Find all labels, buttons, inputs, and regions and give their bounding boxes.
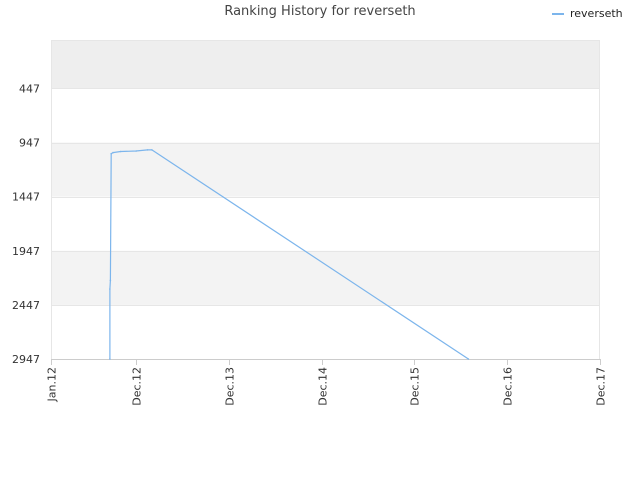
x-tick-label: Dec.17 [595, 367, 608, 406]
data-point [109, 279, 112, 282]
plot-band [51, 142, 600, 197]
data-point [119, 150, 122, 153]
legend-swatch [552, 12, 564, 15]
plot-band [51, 250, 600, 305]
series-line [109, 149, 469, 360]
y-tick-label: 447 [19, 82, 40, 95]
y-tick-label: 2447 [12, 299, 40, 312]
axes [51, 40, 601, 365]
y-tick-label: 2947 [12, 353, 40, 366]
data-point [109, 288, 111, 290]
legend-label: reverseth [570, 7, 623, 20]
legend[interactable]: reverseth [552, 7, 623, 20]
x-tick-label: Dec.14 [317, 367, 330, 406]
y-tick-label: 1447 [12, 191, 40, 204]
y-tick-labels: 447 947 1447 1947 2447 2947 [12, 82, 40, 366]
plot-band [51, 40, 600, 89]
x-tick-labels: Jan.12 Dec.12 Dec.13 Dec.14 Dec.15 Dec.16 Dec.… [46, 367, 608, 406]
plot-bands [51, 40, 600, 359]
data-point [112, 151, 114, 154]
y-tick-label: 1947 [12, 245, 40, 258]
data-point [146, 149, 149, 151]
data-point [135, 150, 137, 152]
series-layer [109, 149, 470, 360]
y-tick-label: 947 [19, 137, 40, 150]
x-tick-label: Dec.12 [131, 367, 144, 406]
data-point [110, 152, 112, 155]
data-point [467, 358, 470, 360]
chart-title: Ranking History for reverseth [224, 4, 416, 19]
x-tick-label: Dec.13 [224, 367, 237, 406]
x-tick-label: Jan.12 [46, 367, 59, 402]
data-point [151, 149, 153, 151]
x-tick-label: Dec.16 [502, 367, 515, 406]
x-tick-label: Dec.15 [409, 367, 422, 406]
data-point [109, 358, 111, 360]
